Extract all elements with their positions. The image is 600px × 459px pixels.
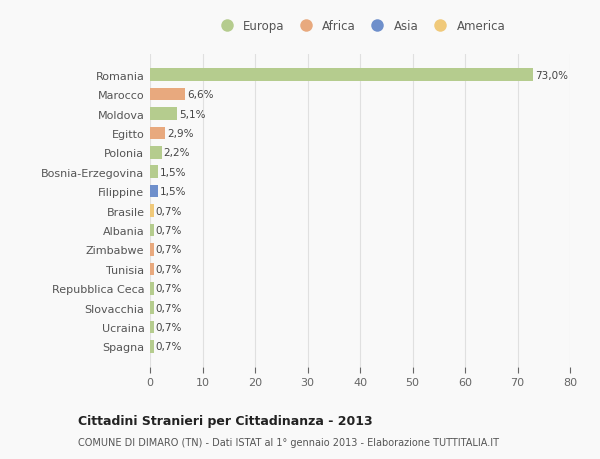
Bar bbox=[150, 89, 185, 101]
Text: 0,7%: 0,7% bbox=[156, 264, 182, 274]
Text: 0,7%: 0,7% bbox=[156, 225, 182, 235]
Bar bbox=[150, 244, 154, 256]
Bar bbox=[150, 302, 154, 314]
Text: 1,5%: 1,5% bbox=[160, 187, 187, 197]
Legend: Europa, Africa, Asia, America: Europa, Africa, Asia, America bbox=[212, 17, 508, 35]
Text: 0,7%: 0,7% bbox=[156, 245, 182, 255]
Bar bbox=[150, 321, 154, 334]
Bar bbox=[150, 205, 154, 218]
Text: COMUNE DI DIMARO (TN) - Dati ISTAT al 1° gennaio 2013 - Elaborazione TUTTITALIA.: COMUNE DI DIMARO (TN) - Dati ISTAT al 1°… bbox=[78, 437, 499, 447]
Bar bbox=[150, 127, 165, 140]
Bar bbox=[150, 108, 177, 121]
Text: 6,6%: 6,6% bbox=[187, 90, 213, 100]
Text: 0,7%: 0,7% bbox=[156, 284, 182, 294]
Text: 2,2%: 2,2% bbox=[164, 148, 190, 158]
Text: 0,7%: 0,7% bbox=[156, 342, 182, 352]
Bar bbox=[150, 341, 154, 353]
Bar bbox=[150, 224, 154, 237]
Bar bbox=[150, 263, 154, 275]
Text: 2,9%: 2,9% bbox=[167, 129, 194, 139]
Text: 0,7%: 0,7% bbox=[156, 206, 182, 216]
Text: 5,1%: 5,1% bbox=[179, 109, 205, 119]
Bar bbox=[150, 69, 533, 82]
Bar bbox=[150, 166, 158, 179]
Bar bbox=[150, 282, 154, 295]
Text: 1,5%: 1,5% bbox=[160, 168, 187, 177]
Text: 0,7%: 0,7% bbox=[156, 303, 182, 313]
Text: Cittadini Stranieri per Cittadinanza - 2013: Cittadini Stranieri per Cittadinanza - 2… bbox=[78, 414, 373, 428]
Bar bbox=[150, 147, 161, 159]
Bar bbox=[150, 185, 158, 198]
Text: 0,7%: 0,7% bbox=[156, 322, 182, 332]
Text: 73,0%: 73,0% bbox=[535, 71, 568, 80]
